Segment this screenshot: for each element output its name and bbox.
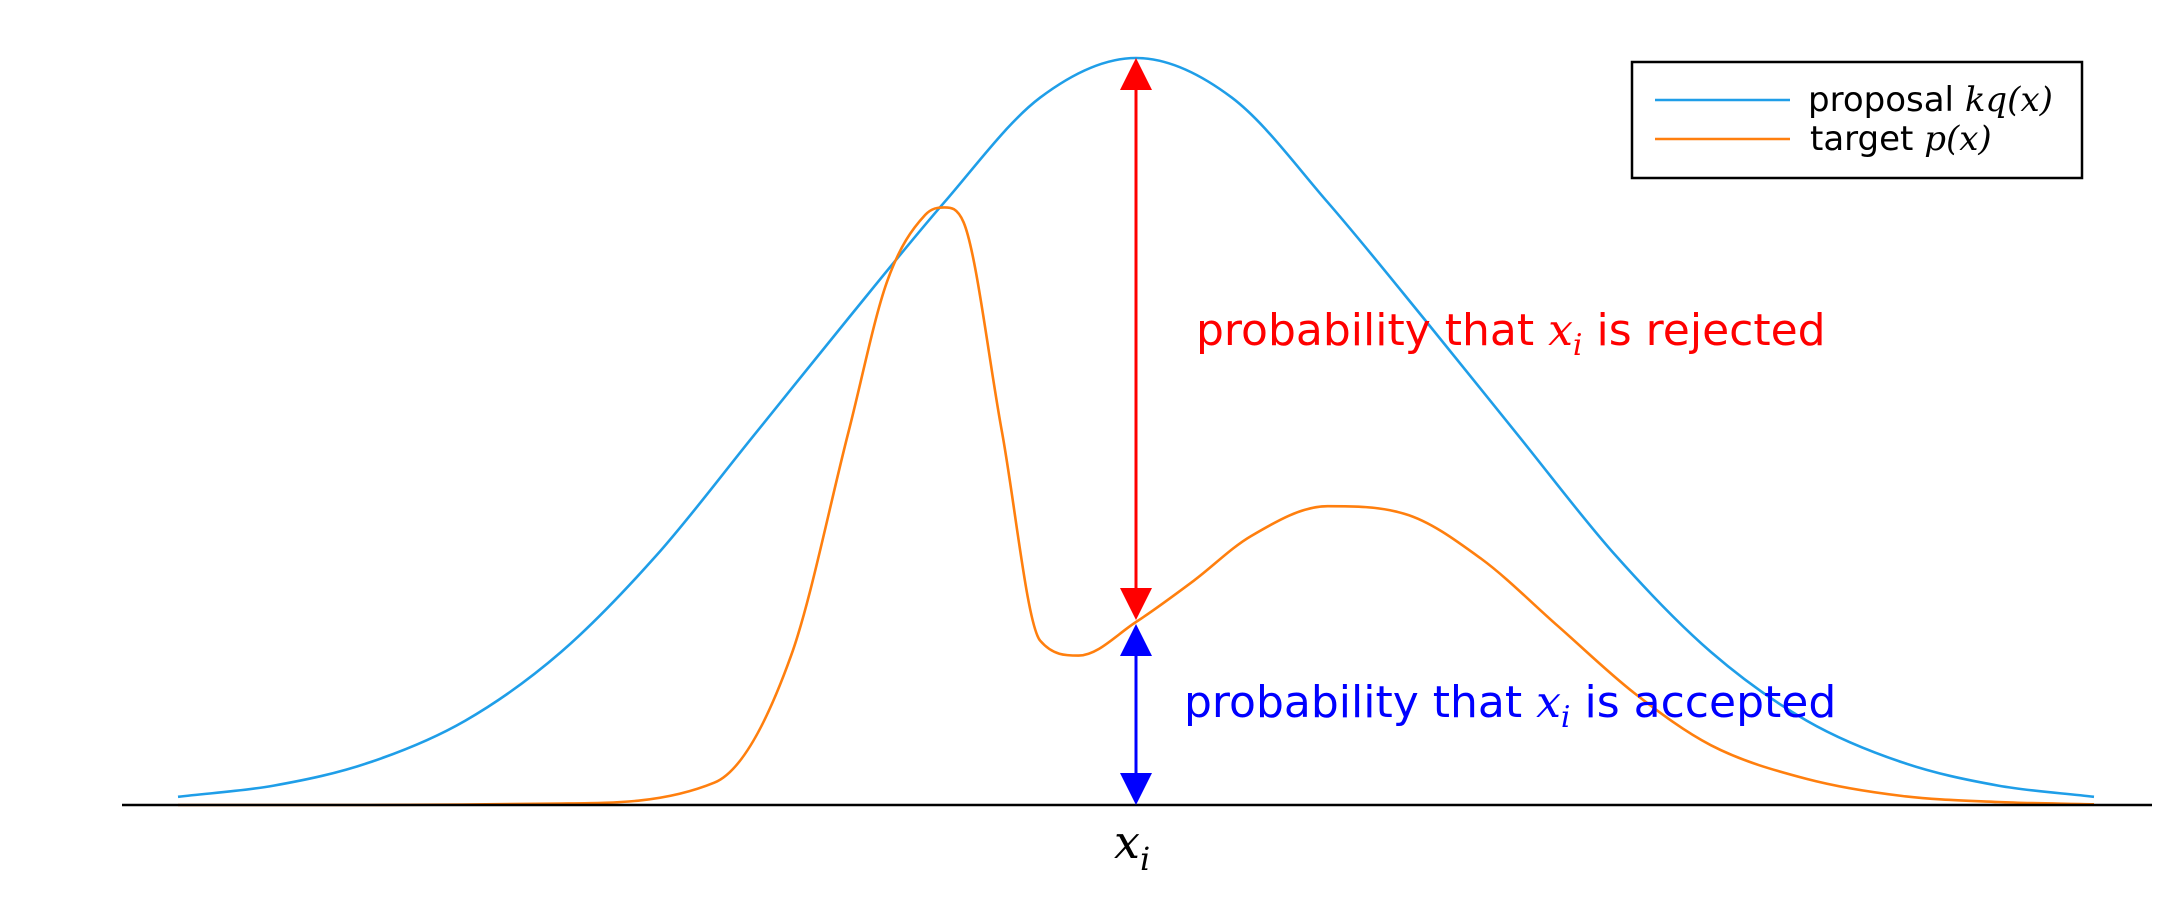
accepted-annotation-subscript: i: [1561, 700, 1571, 735]
accepted-arrow-head-up: [1120, 623, 1152, 656]
rejected-annotation-math: x: [1548, 305, 1573, 356]
accepted-arrow-head-down: [1120, 773, 1152, 805]
x-tick-label-main: x: [1114, 815, 1140, 869]
x-tick-label-subscript: i: [1140, 840, 1150, 878]
legend-frame: [1630, 60, 2084, 180]
legend-math-proposal: kq(x): [1965, 80, 2053, 120]
accepted-annotation-text: probability that: [1184, 677, 1536, 728]
rejected-arrow-head-down: [1120, 587, 1152, 620]
legend: proposal kq(x) target p(x): [1630, 60, 2084, 180]
accepted-annotation: probability that xi is accepted: [1184, 677, 1836, 735]
legend-label-proposal: proposal kq(x): [1808, 80, 2053, 120]
legend-name-target: target: [1810, 119, 1913, 159]
series-line-target: [178, 206, 2095, 807]
legend-name-proposal: proposal: [1808, 80, 1954, 120]
legend-label-target: target p(x): [1810, 119, 1992, 159]
rejected-annotation: probability that xi is rejected: [1196, 305, 1826, 363]
legend-math-target: p(x): [1924, 119, 1991, 159]
rejected-annotation-text: probability that: [1196, 305, 1548, 356]
rejected-arrow-head-up: [1120, 58, 1152, 90]
probability-arrows: [1120, 58, 1152, 805]
accepted-annotation-suffix: is accepted: [1571, 677, 1837, 728]
rejected-annotation-subscript: i: [1573, 328, 1583, 363]
x-tick-label: xi: [1114, 815, 1150, 878]
accepted-annotation-math: x: [1536, 677, 1561, 728]
rejected-annotation-suffix: is rejected: [1583, 305, 1826, 356]
